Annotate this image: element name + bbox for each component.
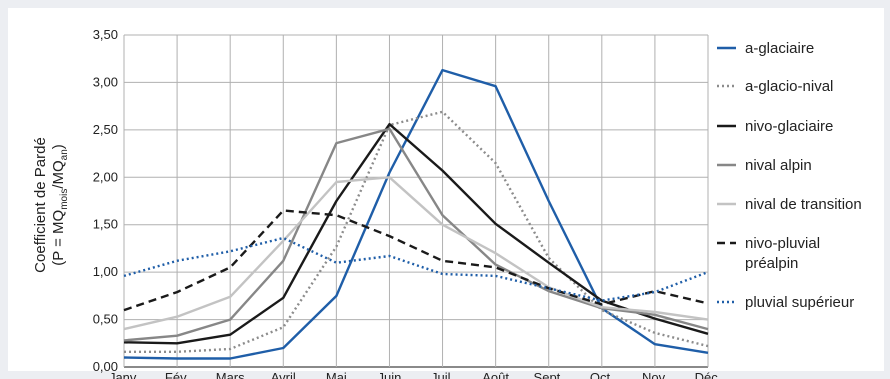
x-tick-label: Janv. [109, 370, 139, 379]
x-tick-label: Oct. [590, 370, 614, 379]
x-tick-label: Avril [271, 370, 296, 379]
y-axis-label-line1: Coefficient de Pardé [32, 137, 49, 273]
y-tick-label: 3,50 [93, 27, 118, 42]
y-tick-label: 2,00 [93, 169, 118, 184]
plot-area [8, 8, 884, 371]
y-tick-label: 1,00 [93, 264, 118, 279]
y-tick-label: 2,50 [93, 122, 118, 137]
x-tick-label: Nov. [642, 370, 668, 379]
series-line-5 [123, 176, 709, 331]
y-tick-label: 3,00 [93, 74, 118, 89]
y-tick-label: 0,00 [93, 359, 118, 374]
legend-label-3: nivo-glaciaire [745, 118, 833, 135]
legend-label-6: nivo-pluvial [745, 235, 820, 252]
x-tick-label: Sept. [534, 370, 564, 379]
legend-label-7: pluvial supérieur [745, 294, 854, 311]
legend-label-1: a-glaciaire [745, 40, 814, 57]
series-line-6 [123, 209, 709, 312]
legend-label-2: a-glacio-nival [745, 78, 833, 95]
series-line-2 [124, 110, 709, 353]
x-tick-label: Mars [216, 370, 245, 379]
x-axis-ticks: Janv. Fév. Mars Avril Mai Juin Juil. Août Sept. O… [109, 370, 721, 379]
x-tick-label: Fév. [165, 370, 189, 379]
x-tick-label: Août [482, 370, 509, 379]
series-line-4 [123, 127, 709, 342]
legend-label-5: nival de transition [745, 196, 862, 213]
series-line-3 [123, 122, 709, 345]
y-axis-ticks: 0,00 0,50 1,00 1,50 2,00 2,50 3,00 3,50 [93, 27, 118, 374]
series-lines [123, 68, 709, 360]
y-tick-label: 1,50 [93, 217, 118, 232]
y-tick-label: 0,50 [93, 312, 118, 327]
series-line-1 [123, 68, 709, 360]
y-axis-label-formula: (P = MQmois/MQan) [50, 144, 70, 266]
legend-label-6: préalpin [745, 255, 798, 272]
y-axis-label: Coefficient de Pardé (P = MQmois/MQan) [32, 137, 70, 273]
x-tick-label: Juin [378, 370, 402, 379]
x-tick-label: Juil. [431, 370, 454, 379]
x-tick-label: Mai [326, 370, 347, 379]
x-tick-label: Déc. [695, 370, 722, 379]
legend: a-glaciaire a-glacio-nival nivo-glaciaire n… [717, 40, 862, 311]
legend-label-4: nival alpin [745, 157, 812, 174]
series-line-7 [123, 236, 709, 302]
